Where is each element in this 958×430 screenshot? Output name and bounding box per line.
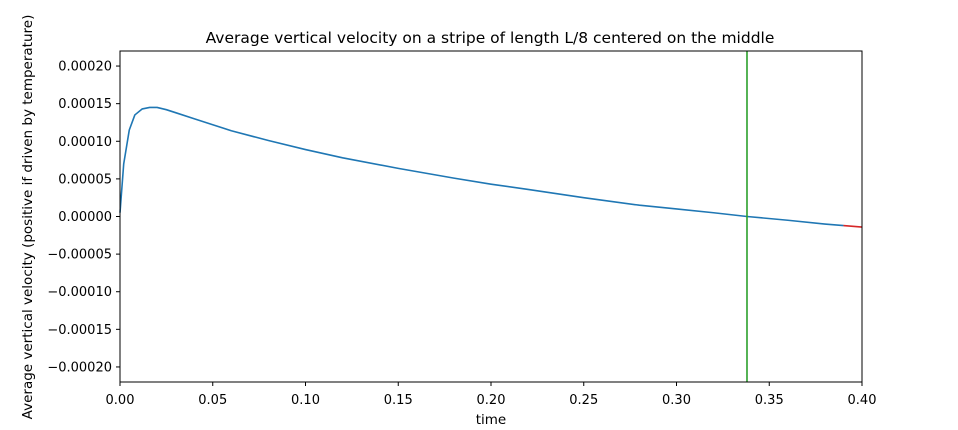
y-tick-label: −0.00020 (47, 360, 112, 375)
chart-title: Average vertical velocity on a stripe of… (206, 29, 775, 47)
series-line-2 (843, 224, 863, 228)
x-tick-label: 0.35 (755, 393, 784, 408)
y-tick-label: −0.00015 (47, 323, 112, 338)
x-tick-label: 0.15 (384, 393, 413, 408)
x-tick-label: 0.30 (662, 393, 691, 408)
y-tick-label: −0.00005 (47, 248, 112, 263)
y-tick-label: 0.00010 (58, 135, 112, 150)
x-tick-label: 0.10 (291, 393, 320, 408)
x-axis-label: time (476, 412, 507, 428)
y-tick-label: 0.00005 (58, 172, 112, 187)
axis-ticks: 0.00 0.05 0.10 0.15 0.20 0.25 0.30 0.35 0.40 0.00… (47, 60, 876, 408)
y-tick-label: 0.00000 (58, 210, 112, 225)
x-tick-label: 0.20 (477, 393, 506, 408)
plot-frame (119, 50, 863, 383)
series-line-1 (119, 106, 844, 227)
x-tick-label: 0.00 (106, 393, 135, 408)
y-axis-label: Average vertical velocity (positive if d… (20, 15, 36, 420)
plot-area (120, 51, 862, 382)
x-tick-label: 0.25 (569, 393, 598, 408)
y-tick-label: 0.00020 (58, 60, 112, 75)
y-tick-label: −0.00010 (47, 285, 112, 300)
x-tick-label: 0.40 (848, 393, 877, 408)
x-tick-label: 0.05 (198, 393, 227, 408)
y-tick-label: 0.00015 (58, 97, 112, 112)
series-group (119, 51, 863, 382)
